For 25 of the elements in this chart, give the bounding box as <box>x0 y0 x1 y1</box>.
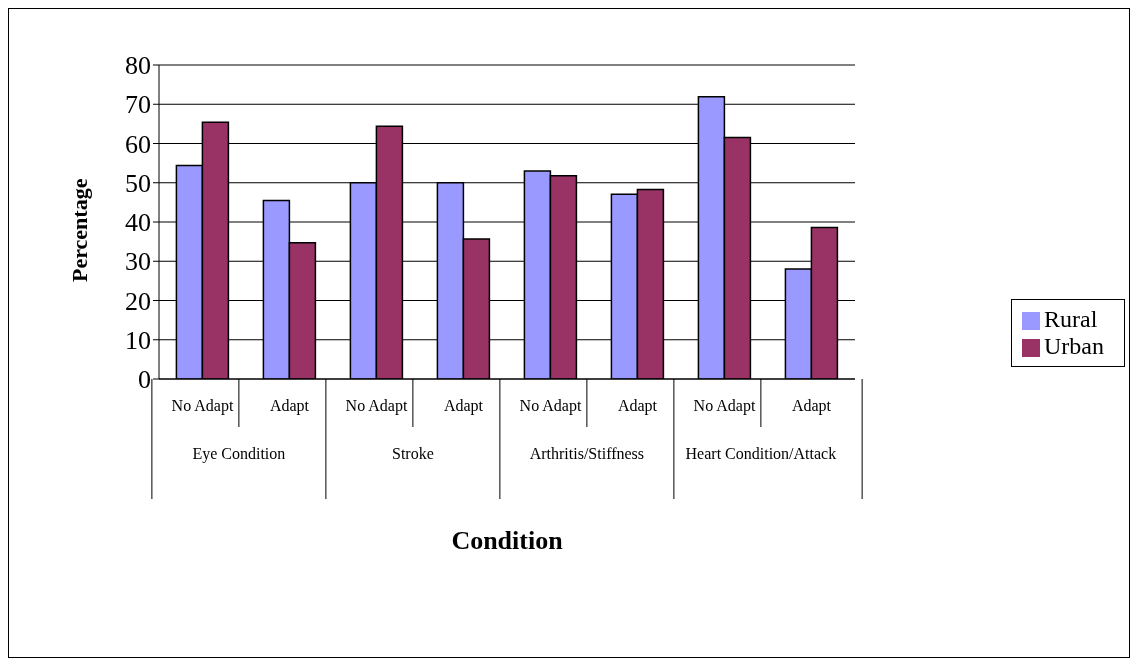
x-tick-label: No Adapt <box>693 397 756 415</box>
text: Eye Condition <box>192 445 286 463</box>
y-tick-label: 70 <box>125 90 151 120</box>
y-tick-label: 0 <box>138 365 151 395</box>
x-tick-label: Adapt <box>617 397 658 415</box>
y-tick-label: 10 <box>125 325 151 355</box>
text: Heart Condition/Attack <box>685 445 837 462</box>
x-tick-label: Adapt <box>269 397 310 415</box>
x-tick-label: Adapt <box>791 397 832 415</box>
text: Arthritis/Stiffness <box>529 445 645 462</box>
y-axis-title: Percentage <box>66 178 92 282</box>
text: Stroke <box>391 445 434 462</box>
legend-label: Urban <box>1044 333 1104 359</box>
y-tick-label: 30 <box>125 247 151 277</box>
x-tick-label: No Adapt <box>519 397 582 415</box>
x-tick-label: Adapt <box>443 397 484 415</box>
x-axis-title: Condition <box>451 526 564 555</box>
y-tick-label: 40 <box>125 208 151 238</box>
x-tick-label: No Adapt <box>171 397 234 415</box>
y-tick-label: 60 <box>125 129 151 159</box>
y-tick-label: 50 <box>125 168 151 198</box>
x-tick-label: No Adapt <box>345 397 408 415</box>
y-tick-label: 80 <box>125 51 151 81</box>
y-tick-label: 20 <box>125 286 151 316</box>
legend-label: Rural <box>1044 306 1098 332</box>
